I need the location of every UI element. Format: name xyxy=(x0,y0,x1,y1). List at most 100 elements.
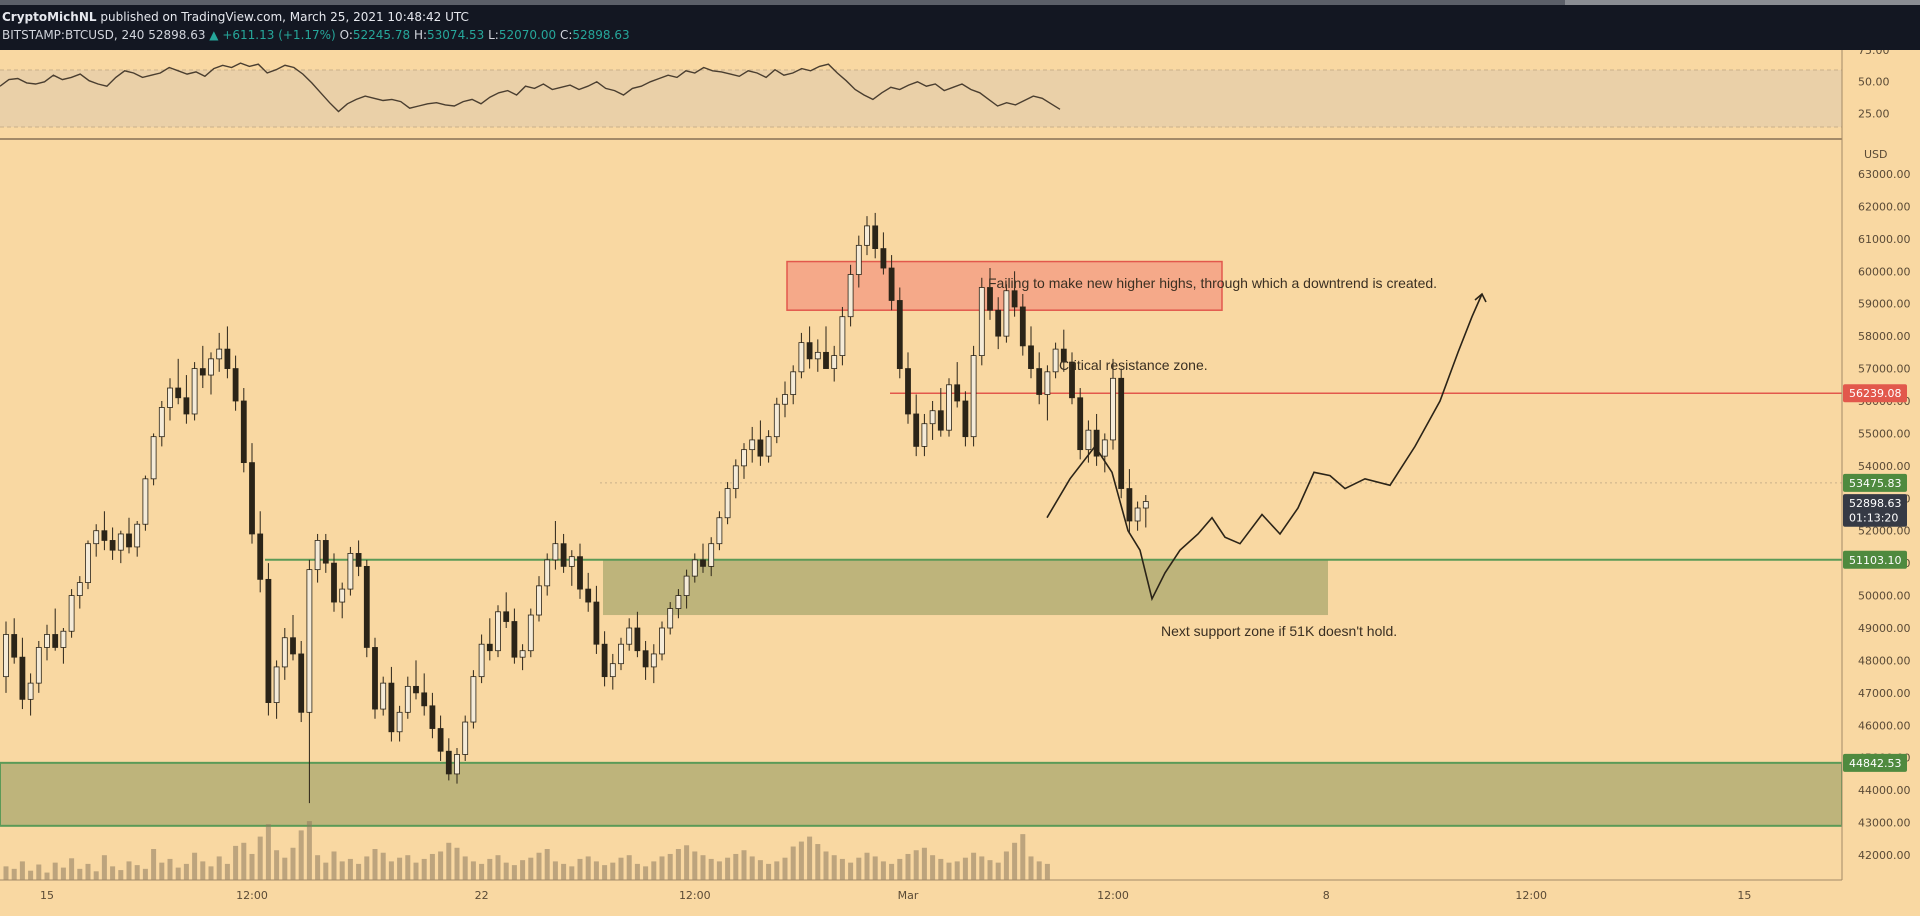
volume-bar xyxy=(979,856,985,880)
volume-bar xyxy=(503,862,509,880)
volume-bar xyxy=(1044,863,1050,880)
candle-body xyxy=(585,588,592,603)
price-tick-label: 46000.00 xyxy=(1858,719,1911,732)
candle-body xyxy=(1060,348,1067,363)
time-tick-label: 12:00 xyxy=(1515,889,1547,902)
candle-body xyxy=(659,627,665,655)
volume-bar xyxy=(659,856,665,880)
volume-bar xyxy=(454,847,460,880)
candle-body xyxy=(568,556,575,567)
candle-body xyxy=(790,371,797,395)
projection-arrowhead xyxy=(1474,292,1487,303)
volume-bar xyxy=(290,847,296,880)
candle-body xyxy=(806,342,813,360)
volume-bar xyxy=(757,860,763,880)
candle-body xyxy=(183,397,190,415)
candle-body xyxy=(626,627,633,645)
rsi-ticks: 75.00 50.00 25.00 xyxy=(1858,50,1890,120)
price-chart[interactable]: Failing to make new higher highs, throug… xyxy=(0,50,1920,916)
volume-bar xyxy=(708,858,714,880)
volume-bar xyxy=(610,862,616,880)
price-tick-label: 63000.00 xyxy=(1858,168,1911,181)
candles xyxy=(3,212,1149,804)
volume-bar xyxy=(585,856,591,880)
candle-body xyxy=(855,244,862,275)
close-value: 52898.63 xyxy=(572,28,630,42)
volume-bar xyxy=(462,856,468,880)
candle-body xyxy=(978,287,985,356)
candle-body xyxy=(93,530,100,545)
window-strip xyxy=(0,0,1920,5)
candle-body xyxy=(896,300,903,369)
volume-bar xyxy=(651,861,657,880)
volume-bar xyxy=(298,830,304,880)
projection-path xyxy=(1046,293,1483,602)
candle-body xyxy=(249,462,255,535)
time-tick-label: 12:00 xyxy=(679,889,711,902)
price-tick-label: 61000.00 xyxy=(1858,233,1911,246)
candle-body xyxy=(1011,290,1018,308)
candle-body xyxy=(560,543,567,567)
time-tick-label: 22 xyxy=(475,889,489,902)
resistance-note: Critical resistance zone. xyxy=(1059,357,1208,373)
close-label: C: xyxy=(559,28,573,42)
author-name[interactable]: CryptoMichNL xyxy=(2,10,97,24)
candle-body xyxy=(413,685,419,694)
candle-body xyxy=(1093,429,1100,457)
volume-bar xyxy=(388,861,394,880)
volume-bar xyxy=(823,851,829,880)
candle-body xyxy=(240,400,247,464)
last-price: 52898.63 xyxy=(148,28,206,42)
volume-bar xyxy=(733,853,739,880)
candle-body xyxy=(757,439,764,457)
candle-body xyxy=(462,721,469,755)
candle-body xyxy=(454,754,460,775)
price-axis[interactable]: 75.00 50.00 25.00 USD 63000.00 62000.00 6100… xyxy=(1841,50,1920,890)
candle-body xyxy=(634,627,641,652)
volume-bar xyxy=(987,860,993,880)
volume-bar xyxy=(200,861,206,880)
candle-body xyxy=(724,488,731,519)
candle-body xyxy=(831,355,838,369)
volume-bar xyxy=(421,858,427,880)
volume-bar xyxy=(921,847,927,880)
volume-bar xyxy=(954,861,960,880)
candle-body xyxy=(429,705,436,729)
candle-body xyxy=(470,676,477,723)
candle-body xyxy=(421,692,428,707)
candle-body xyxy=(683,575,690,596)
candle-body xyxy=(839,316,846,356)
volume-bar xyxy=(1012,842,1018,880)
candle-body xyxy=(142,478,149,525)
symbol-name[interactable]: BITSTAMP:BTCUSD, 240 xyxy=(2,28,145,42)
candle-body xyxy=(437,728,444,752)
price-badge-label: 44842.53 xyxy=(1849,757,1902,770)
volume-bar xyxy=(569,866,575,880)
time-axis[interactable]: 1512:002212:00Mar12:00812:001512:002226A… xyxy=(0,879,1920,916)
volume-bar xyxy=(938,858,944,880)
time-tick-label: 12:00 xyxy=(236,889,268,902)
price-tick-label: 58000.00 xyxy=(1858,330,1911,343)
volume-bar xyxy=(872,856,878,880)
candle-body xyxy=(1036,368,1043,395)
candle-body xyxy=(265,578,272,703)
symbol-line: BITSTAMP:BTCUSD, 240 52898.63 ▲ +611.13 … xyxy=(2,28,630,42)
candle-body xyxy=(708,543,715,567)
volume-bar xyxy=(372,849,378,880)
candle-body xyxy=(601,643,608,678)
volume-bar xyxy=(101,855,107,880)
candle-body xyxy=(765,436,772,457)
candle-body xyxy=(782,394,788,405)
candle-body xyxy=(773,403,780,438)
volume-bar xyxy=(36,864,42,880)
volume-bar xyxy=(19,861,25,880)
candle-body xyxy=(667,608,674,629)
volume-bar xyxy=(528,857,534,880)
volume-bar xyxy=(257,836,263,880)
candle-body xyxy=(1110,377,1116,441)
volume-bar xyxy=(798,841,804,880)
volume-bar xyxy=(848,862,854,880)
volume-bar xyxy=(405,855,411,880)
volume-bar xyxy=(864,852,870,880)
time-tick-label: 15 xyxy=(40,889,54,902)
